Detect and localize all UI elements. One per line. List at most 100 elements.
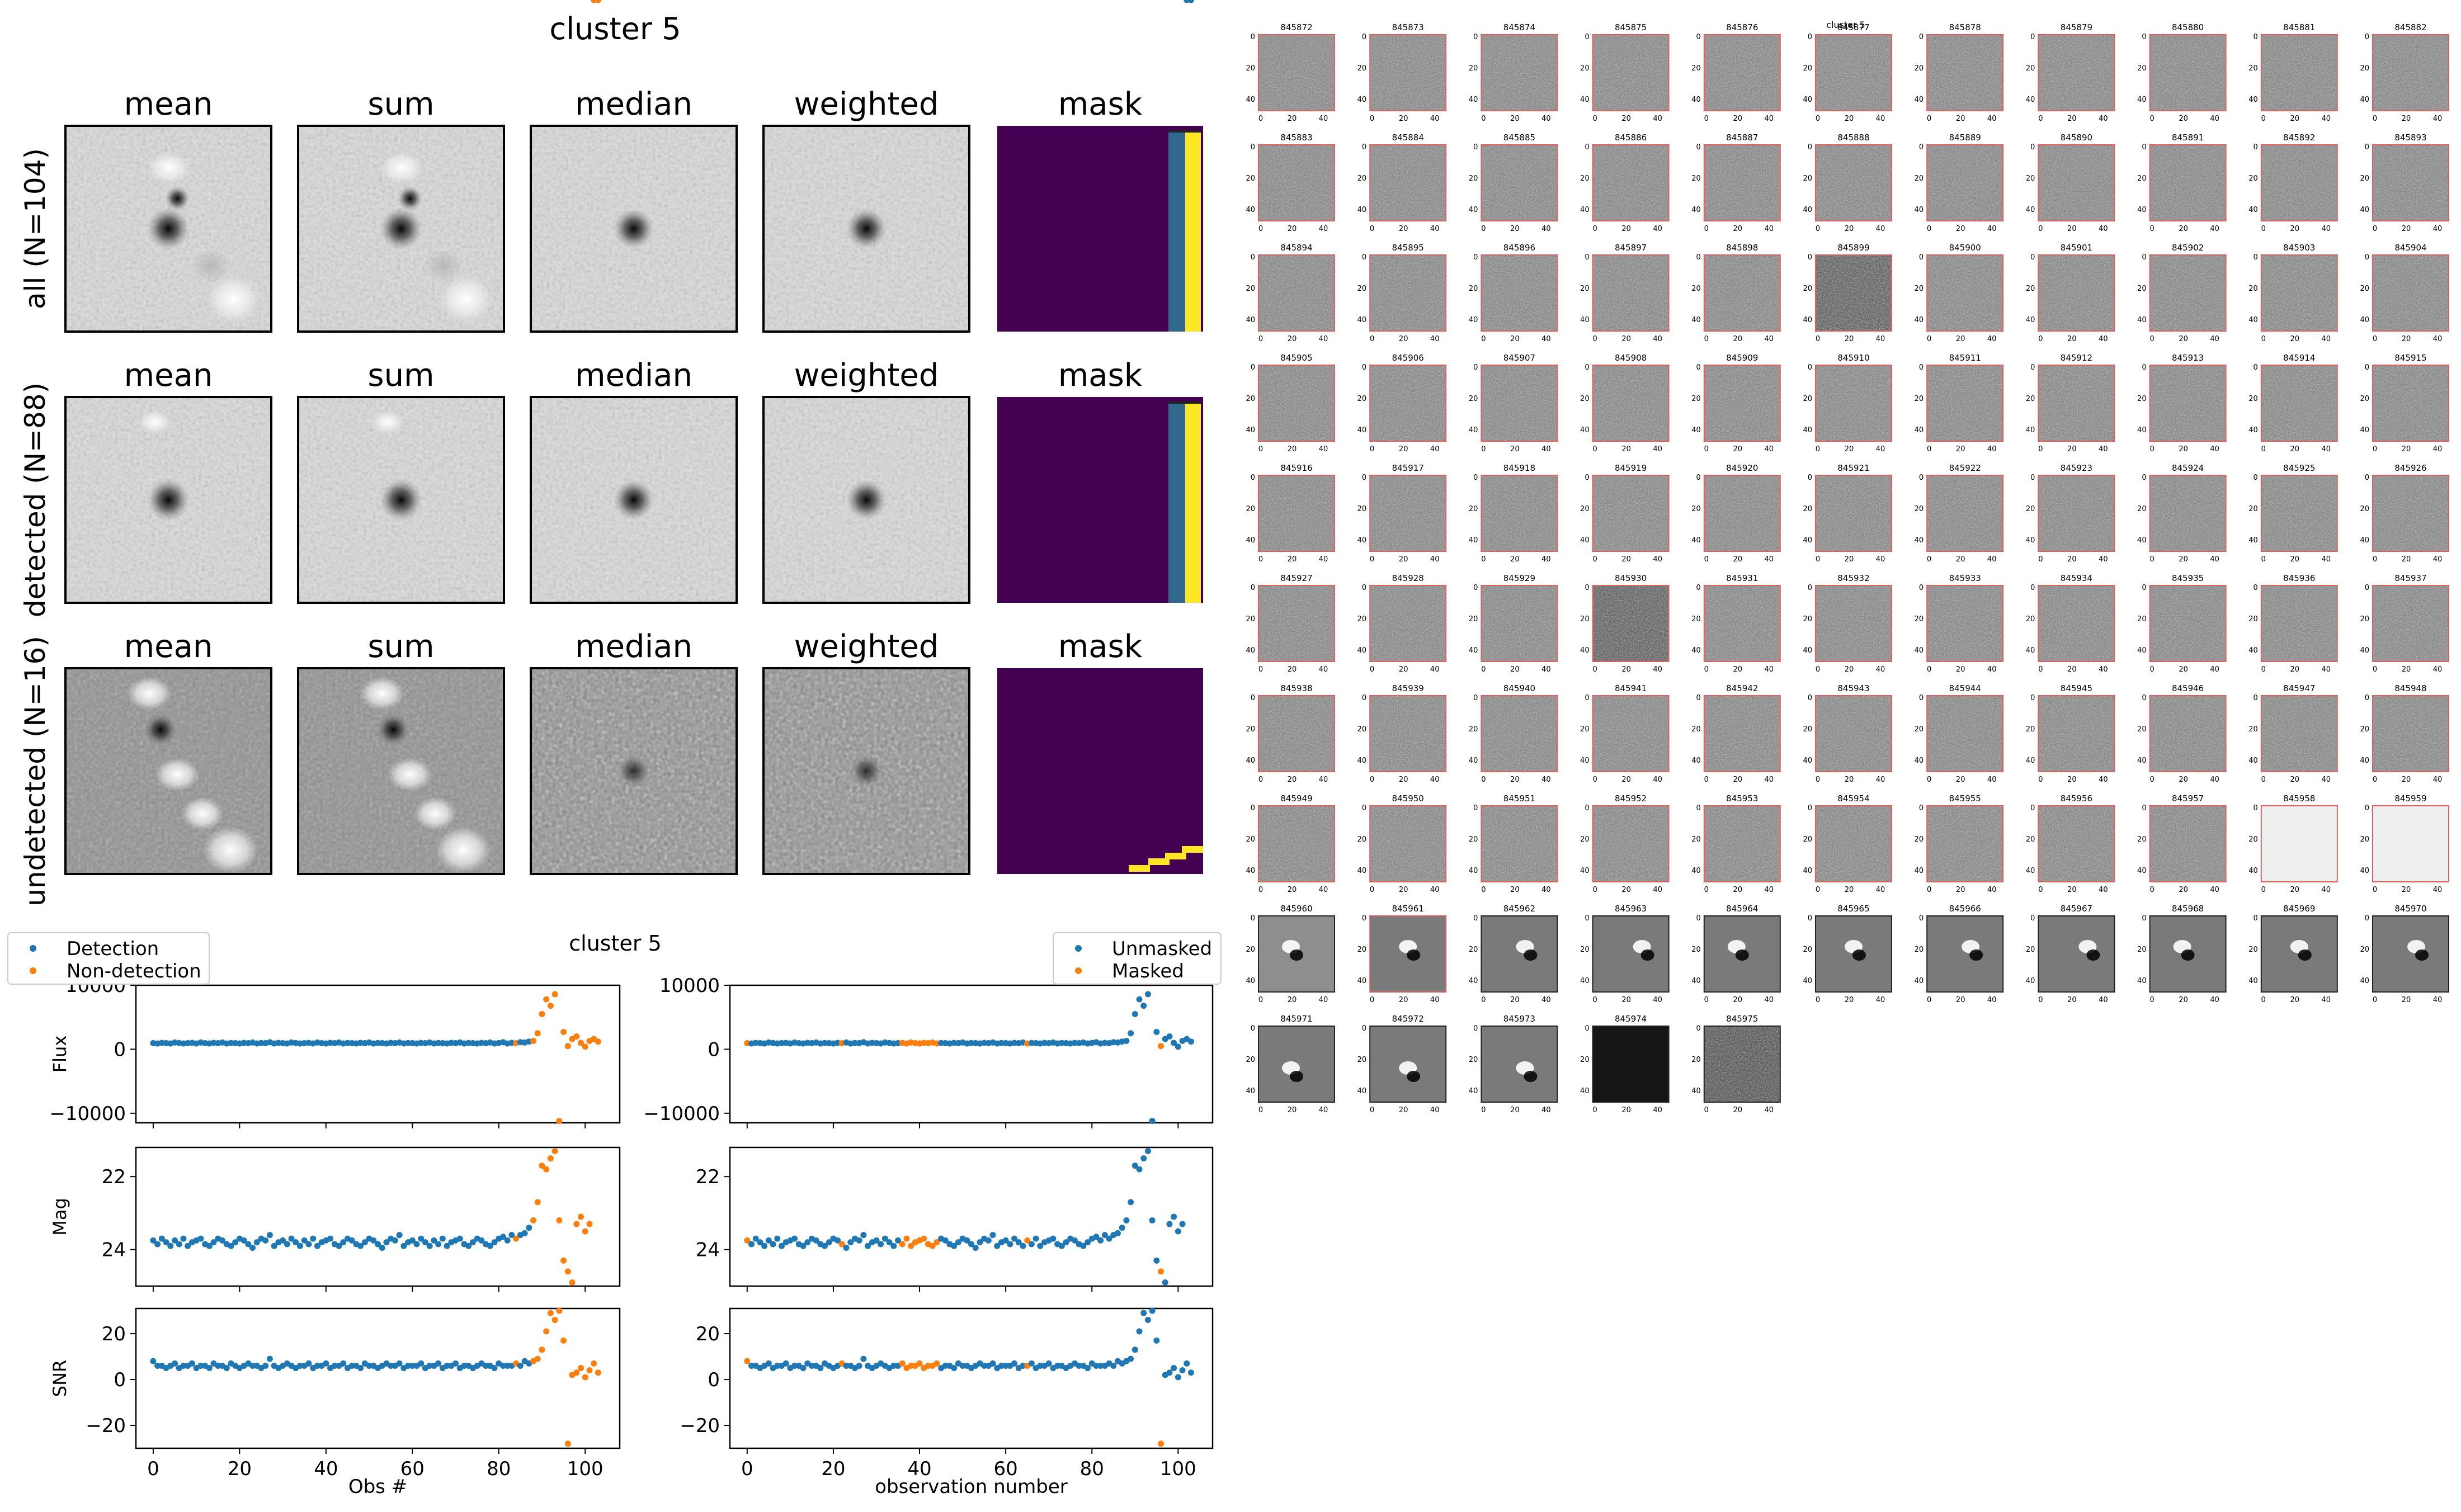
data-point	[150, 1358, 157, 1364]
cutout-x-tick: 0	[1481, 115, 1486, 123]
cutout-panel: 845898 0 20 40 0 20 40	[1691, 243, 1781, 343]
stamp-source	[380, 207, 422, 250]
cutout-panel: 845877 0 20 40 0 20 40	[1803, 22, 1892, 123]
cutout-x-tick: 20	[1733, 555, 1743, 564]
cutout-y-tick: 40	[1580, 977, 1590, 985]
cutout-frame	[1703, 805, 1781, 882]
cutout-y-tick: 20	[2137, 725, 2147, 734]
cutout-frame	[1592, 34, 1670, 111]
cutout-x-tick: 0	[1481, 555, 1486, 564]
data-point	[293, 1239, 299, 1246]
cutout-panel: 845959 0 20 40 0 20 40	[2360, 793, 2449, 894]
cutout-label: 845883	[1280, 133, 1312, 143]
cutout-x-tick: 0	[1370, 776, 1374, 784]
cutout-frame	[2038, 34, 2115, 111]
data-point	[765, 1237, 772, 1244]
mask-band-high	[1185, 401, 1201, 603]
cutout-y-tick: 40	[1469, 426, 1478, 434]
cutout-x-tick: 20	[2067, 445, 2077, 453]
cutout-label: 845885	[1503, 133, 1535, 143]
cutout-x-tick: 40	[2210, 335, 2219, 343]
cutout-x-tick: 0	[1481, 996, 1486, 1004]
cutout-noise	[1592, 696, 1669, 772]
data-point	[1045, 1360, 1052, 1367]
data-point	[800, 1365, 807, 1372]
cutout-x-tick: 0	[1816, 335, 1820, 343]
cutout-label: 845904	[2394, 243, 2426, 253]
cutout-y-tick: 0	[1808, 363, 1812, 372]
cutout-panel: 845952 0 20 40 0 20 40	[1580, 793, 1670, 894]
cutout-y-tick: 20	[1246, 285, 1255, 293]
data-point	[564, 1268, 571, 1275]
cutout-y-tick: 0	[1473, 143, 1478, 152]
cutout-panel: 845927 0 20 40 0 20 40	[1246, 573, 1335, 674]
data-point	[934, 1239, 940, 1246]
cutout-y-tick: 40	[1691, 536, 1701, 545]
data-point	[1132, 1346, 1138, 1353]
cutout-feature-dark	[1290, 949, 1303, 961]
cutout-y-tick: 0	[2142, 253, 2146, 262]
cutout-x-tick: 20	[1621, 445, 1631, 453]
x-tick-label: 40	[314, 1458, 338, 1480]
cutout-panel: 845893 0 20 40 0 20 40	[2360, 133, 2449, 233]
stamp-grid: cluster 5 all (N=104) mean sum median weight…	[19, 11, 1203, 906]
cutout-y-tick: 0	[2365, 33, 2369, 41]
cutout-panel: 845881 0 20 40 0 20 40	[2248, 22, 2338, 123]
cutout-x-tick: 20	[1845, 996, 1854, 1004]
cutout-frame	[1815, 254, 1892, 332]
cutout-y-tick: 20	[2248, 835, 2258, 844]
cutout-x-tick: 0	[1927, 445, 1931, 453]
cutout-x-tick: 0	[2149, 996, 2154, 1004]
cutout-y-tick: 20	[2248, 395, 2258, 403]
cutout-frame	[2260, 475, 2338, 552]
cutout-x-tick: 20	[1621, 335, 1631, 343]
cutout-noise	[1258, 255, 1335, 331]
cutout-y-tick: 40	[1357, 206, 1367, 214]
cutout-y-tick: 20	[1246, 174, 1255, 183]
data-point	[1063, 1239, 1069, 1246]
legend-marker	[30, 945, 36, 952]
cutout-panel: 845904 0 20 40 0 20 40	[2360, 243, 2449, 343]
cutout-y-tick: 40	[1691, 316, 1701, 324]
cutout-x-tick: 20	[2290, 665, 2300, 674]
cutout-y-tick: 0	[1585, 914, 1589, 923]
cutout-label: 845931	[1726, 573, 1758, 583]
cutout-noise	[1927, 475, 2003, 551]
cutout-panel: 845925 0 20 40 0 20 40	[2248, 463, 2338, 564]
cutout-frame	[1258, 585, 1335, 662]
data-point	[921, 1235, 927, 1242]
cutout-noise	[1370, 365, 1446, 441]
cutout-label: 845872	[1280, 22, 1312, 32]
data-point	[253, 1239, 260, 1246]
y-tick-label: 0	[114, 1038, 126, 1061]
cutout-label: 845923	[2061, 463, 2092, 473]
cutout-x-tick: 40	[1765, 445, 1774, 453]
cutout-y-tick: 0	[1251, 143, 1255, 152]
data-point	[791, 1362, 798, 1369]
cutout-y-tick: 0	[2030, 143, 2035, 152]
cutout-label: 845954	[1837, 793, 1869, 804]
cutout-noise	[1258, 365, 1335, 441]
cutout-y-tick: 20	[1357, 395, 1367, 403]
cutout-y-tick: 40	[2137, 646, 2147, 655]
cutout-frame	[1815, 585, 1892, 662]
cutout-y-tick: 0	[1251, 253, 1255, 262]
cutout-y-tick: 0	[1919, 33, 1923, 41]
cutout-y-tick: 0	[2365, 694, 2369, 702]
data-point	[1136, 1166, 1143, 1173]
cutout-frame	[2038, 144, 2115, 221]
plot-frame	[135, 1307, 621, 1449]
lightcurve-title: cluster 5	[569, 931, 662, 956]
stamp-blob	[379, 151, 424, 185]
cutout-label: 845936	[2283, 573, 2315, 583]
cutout-panel: 845929 0 20 40 0 20 40	[1469, 573, 1558, 674]
cutout-x-tick: 40	[2322, 886, 2331, 894]
cutout-x-tick: 40	[1765, 555, 1774, 564]
data-point	[1024, 1237, 1031, 1244]
cutout-y-tick: 20	[2360, 505, 2369, 513]
data-point	[461, 1362, 468, 1369]
cutout-x-tick: 0	[1481, 335, 1486, 343]
cutout-noise	[1816, 255, 1892, 331]
stamp-source	[617, 754, 650, 788]
cutout-frame	[2372, 254, 2449, 332]
